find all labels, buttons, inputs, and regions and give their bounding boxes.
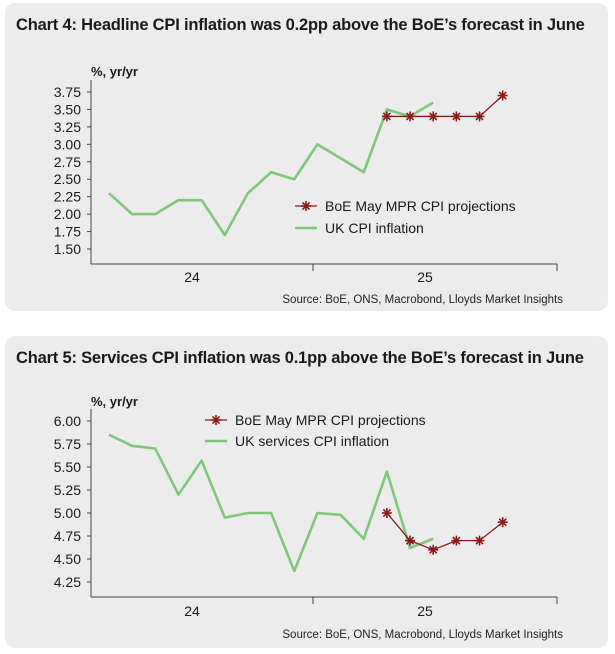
y-tick-label: 5.50	[54, 459, 81, 475]
y-tick-label: 1.50	[54, 241, 81, 257]
legend-label: BoE May MPR CPI projections	[235, 412, 426, 428]
projection-marker	[497, 90, 508, 101]
projection-marker	[474, 111, 485, 122]
y-tick-label: 4.50	[54, 551, 81, 567]
projection-marker	[381, 508, 392, 518]
cpi-inflation-line	[108, 433, 434, 573]
x-tick-label: 24	[184, 269, 200, 285]
chart-source: Source: BoE, ONS, Macrobond, Lloyds Mark…	[282, 629, 563, 641]
y-tick-label: 4.75	[54, 528, 81, 544]
y-axis-unit-label: %, yr/yr	[91, 394, 138, 409]
projection-marker	[428, 544, 439, 555]
chart-5-plot: %, yr/yr 6.00 5.75 5.50 5.25 5.00 4.75 4.50 4.25…	[54, 394, 558, 619]
cpi-inflation-line	[108, 101, 434, 237]
x-tick-label: 25	[417, 603, 433, 619]
projection-marker	[474, 535, 485, 546]
projection-marker	[405, 111, 416, 122]
y-tick-label: 3.75	[54, 84, 81, 100]
y-tick-label: 5.25	[54, 482, 81, 498]
legend-asterisk-icon	[301, 201, 311, 211]
y-tick-label: 3.50	[54, 101, 81, 117]
y-tick-label: 3.00	[54, 136, 81, 152]
projection-line	[386, 95, 504, 118]
chart-title: Chart 5: Services CPI inflation was 0.1p…	[16, 349, 584, 367]
x-tick-label: 24	[184, 603, 200, 619]
chart-5-panel: Chart 5: Services CPI inflation was 0.1p…	[5, 336, 608, 648]
projection-marker	[497, 517, 508, 528]
chart-4-plot: %, yr/yr 3.753.50 3.253.00 2.752.50 2.252.00…	[54, 64, 558, 285]
projection-marker	[451, 535, 462, 546]
projection-marker	[405, 535, 416, 546]
projection-marker	[451, 111, 462, 122]
chart-4-panel: Chart 4: Headline CPI inflation was 0.2p…	[5, 3, 608, 311]
y-tick-label: 4.25	[54, 574, 81, 590]
y-tick-label: 2.00	[54, 206, 81, 222]
x-tick-label: 25	[417, 269, 433, 285]
y-tick-label: 5.00	[54, 505, 81, 521]
y-tick-label: 1.75	[54, 224, 81, 240]
y-tick-label: 3.25	[54, 119, 81, 135]
y-tick-label: 2.75	[54, 154, 81, 170]
projection-marker	[428, 111, 439, 122]
y-axis-unit-label: %, yr/yr	[91, 64, 138, 79]
y-tick-label: 2.25	[54, 189, 81, 205]
chart-source: Source: BoE, ONS, Macrobond, Lloyds Mark…	[282, 294, 563, 306]
y-tick-label: 5.75	[54, 436, 81, 452]
legend-label: BoE May MPR CPI projections	[325, 198, 516, 214]
projection-marker	[381, 111, 392, 122]
legend-label: UK CPI inflation	[325, 220, 424, 236]
y-tick-label: 2.50	[54, 171, 81, 187]
legend-asterisk-icon	[211, 415, 221, 425]
chart-title: Chart 4: Headline CPI inflation was 0.2p…	[16, 16, 585, 34]
y-tick-label: 6.00	[54, 413, 81, 429]
legend-label: UK services CPI inflation	[235, 433, 389, 449]
